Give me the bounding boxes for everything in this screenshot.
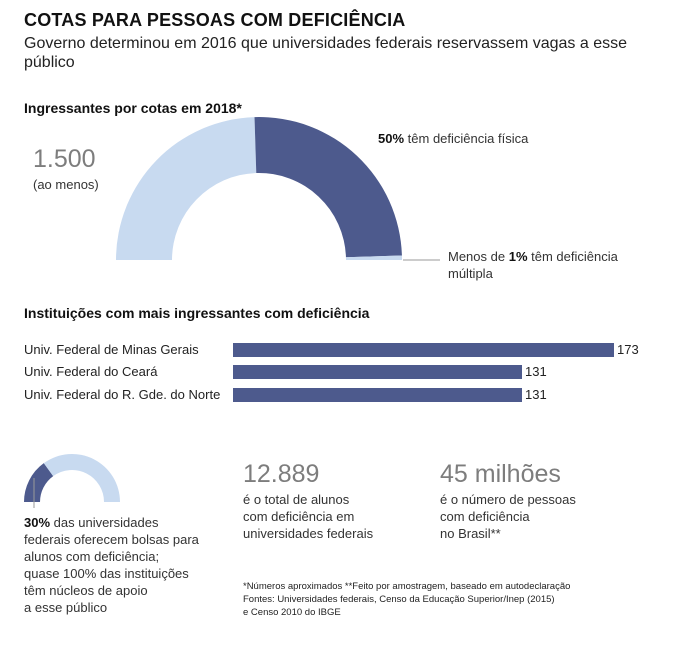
bar xyxy=(233,388,522,402)
bolsas-line1: das universidades xyxy=(53,515,159,530)
small-donut-chart xyxy=(24,454,120,508)
alunos-line1: é o total de alunos xyxy=(243,492,350,507)
bars-section-title: Instituições com mais ingressantes com d… xyxy=(24,305,370,321)
pessoas-value: 45 milhões xyxy=(440,460,561,488)
label-multipla-pre: Menos de xyxy=(448,249,506,264)
pessoas-line2: com deficiência xyxy=(440,509,530,524)
bolsas-line3: alunos com deficiência; xyxy=(24,549,160,564)
alunos-line3: universidades federais xyxy=(243,526,374,541)
bar-value-label: 131 xyxy=(525,364,547,379)
bar-label: Univ. Federal do Ceará xyxy=(24,364,158,379)
alunos-text: é o total de alunos com deficiência em u… xyxy=(243,491,373,542)
chart-subtitle: Governo determinou em 2016 que universid… xyxy=(24,35,627,71)
pessoas-line1: é o número de pessoas xyxy=(440,492,576,507)
donut-slice-fisica xyxy=(254,117,402,258)
small-donut-slice-demais xyxy=(43,454,120,502)
bolsas-percent: 30% xyxy=(24,515,51,530)
label-multipla-text: têm deficiência xyxy=(531,249,618,264)
bar-value-label: 131 xyxy=(525,387,547,402)
label-fisica-percent: 50% xyxy=(378,131,405,146)
label-multipla-line2: múltipla xyxy=(448,266,493,281)
pessoas-text: é o número de pessoas com deficiência no… xyxy=(440,491,576,542)
donut-slice-outras xyxy=(116,117,257,261)
bolsas-line2: federais oferecem bolsas para xyxy=(24,532,199,547)
small-donut-slice-bolsas xyxy=(24,463,54,502)
footnote-line3: e Censo 2010 do IBGE xyxy=(243,607,341,618)
bar xyxy=(233,343,614,357)
donut-total: 1.500 xyxy=(33,145,96,173)
bolsas-line4: quase 100% das instituições xyxy=(24,566,189,581)
label-multipla-percent: 1% xyxy=(508,249,528,264)
chart-title: COTAS PARA PESSOAS COM DEFICIÊNCIA xyxy=(24,10,406,30)
label-multipla: Menos de 1% têm deficiência múltipla xyxy=(448,248,618,282)
donut-total-note: (ao menos) xyxy=(33,177,99,192)
footnote-line2: Fontes: Universidades federais, Censo da… xyxy=(243,594,555,605)
donut-chart xyxy=(116,117,440,261)
bar-label: Univ. Federal de Minas Gerais xyxy=(24,342,199,357)
footnote: *Números aproximados **Feito por amostra… xyxy=(243,580,663,619)
bolsas-line5: têm núcleos de apoio xyxy=(24,583,148,598)
donut-section-title: Ingressantes por cotas em 2018* xyxy=(24,100,242,116)
bolsas-line6: a esse público xyxy=(24,600,108,615)
alunos-value: 12.889 xyxy=(243,460,320,488)
label-fisica-text: têm deficiência física xyxy=(407,131,529,146)
donut-slice-multipla xyxy=(345,255,402,260)
bar xyxy=(233,365,522,379)
bar-label: Univ. Federal do R. Gde. do Norte xyxy=(24,387,221,402)
footnote-line1: *Números aproximados **Feito por amostra… xyxy=(243,581,571,592)
bolsas-text: 30% das universidades federais oferecem … xyxy=(24,514,234,616)
label-fisica: 50% têm deficiência física xyxy=(378,130,528,147)
alunos-line2: com deficiência em xyxy=(243,509,355,524)
pessoas-line3: no Brasil** xyxy=(440,526,501,541)
bar-value-label: 173 xyxy=(617,342,639,357)
